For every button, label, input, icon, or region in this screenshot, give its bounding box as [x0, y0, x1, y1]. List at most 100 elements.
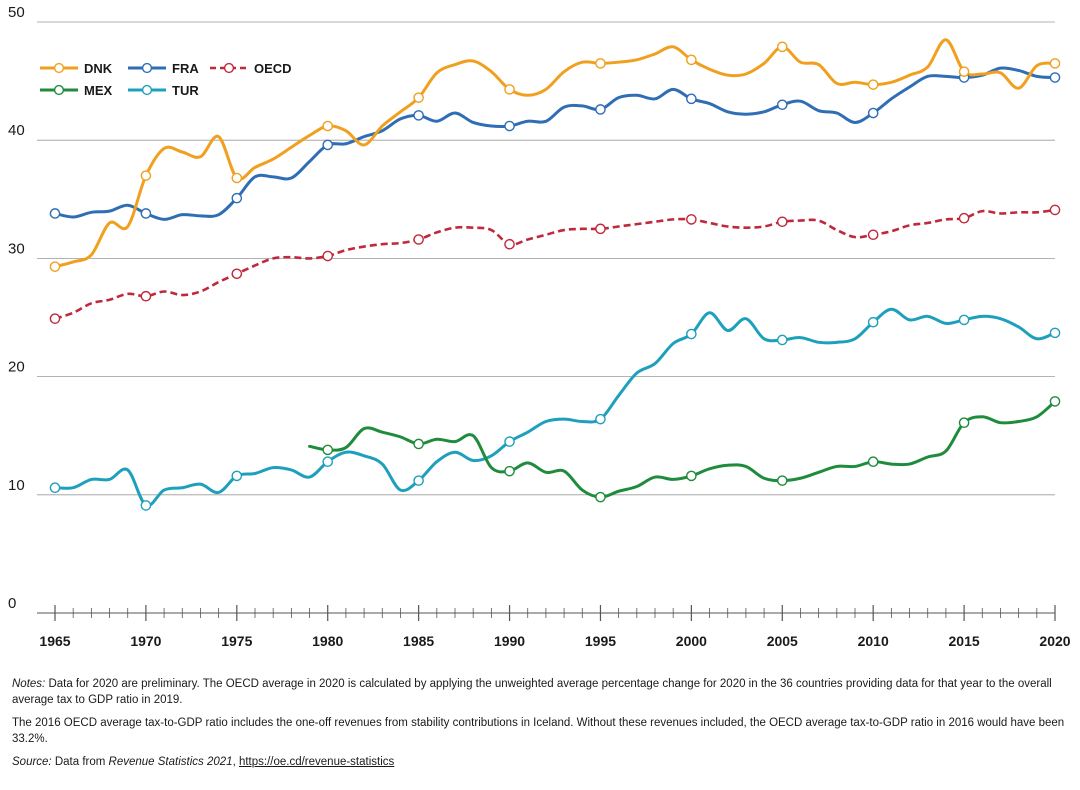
data-point-tur-1980: [322, 456, 334, 468]
legend-label-oecd: OECD: [254, 61, 292, 76]
y-tick-label-50: 50: [8, 4, 25, 21]
data-point-mex-2020: [1049, 396, 1061, 407]
data-point-oecd-2010: [867, 229, 879, 241]
notes-section: Notes: Data for 2020 are preliminary. Th…: [12, 676, 1070, 777]
data-point-tur-2005: [776, 334, 788, 346]
x-tick-label-1975: 1975: [221, 633, 252, 649]
data-point-oecd-1975: [231, 268, 243, 280]
series-line-dnk: [53, 38, 1057, 269]
gridlines: [37, 21, 1055, 496]
series-line-mex: [308, 399, 1057, 499]
data-point-mex-2010: [867, 456, 879, 468]
data-point-dnk-1965: [49, 261, 61, 272]
x-tick-label-1995: 1995: [585, 633, 616, 649]
data-point-fra-1990: [504, 120, 515, 132]
x-tick-label-1980: 1980: [312, 633, 343, 649]
y-axis: 0 10 20 30 40 50: [8, 4, 25, 612]
data-point-oecd-2015: [958, 212, 970, 224]
data-point-tur-1985: [413, 475, 424, 486]
data-point-tur-2000: [686, 328, 697, 340]
data-point-dnk-1990: [504, 84, 515, 95]
notes-text: Data for 2020 are preliminary. The OECD …: [12, 678, 1052, 706]
legend-marker-tur: [141, 84, 153, 96]
data-point-oecd-1990: [504, 238, 515, 250]
data-point-fra-1975: [231, 192, 243, 204]
legend-marker-dnk: [53, 62, 65, 74]
line-chart: 0 10 20 30 40 50 1965 1970 1975 1980 1985 1990 1995…: [8, 4, 1071, 649]
data-point-mex-2000: [686, 470, 697, 482]
series-line-oecd: [54, 208, 1056, 320]
y-tick-label-10: 10: [8, 477, 25, 494]
data-point-fra-1970: [140, 208, 152, 219]
data-point-tur-2010: [867, 316, 879, 328]
x-tick-label-2020: 2020: [1039, 633, 1070, 649]
legend-marker-mex: [53, 84, 65, 96]
data-point-fra-1965: [49, 208, 61, 219]
data-point-fra-2000: [686, 93, 697, 105]
legend-label-fra: FRA: [172, 61, 199, 76]
legend-item-fra: FRA: [128, 61, 199, 76]
data-point-mex-1980: [322, 444, 334, 456]
data-point-mex-2005: [776, 475, 788, 486]
data-point-fra-2005: [776, 99, 788, 111]
data-point-oecd-1965: [49, 313, 61, 324]
data-point-dnk-2015: [958, 66, 970, 77]
legend-label-tur: TUR: [172, 83, 199, 98]
legend-marker-fra: [141, 62, 153, 74]
legend-label-mex: MEX: [84, 83, 113, 98]
source-paragraph: Source: Data from Revenue Statistics 202…: [12, 754, 1070, 770]
data-point-tur-1965: [49, 482, 61, 494]
legend-label-dnk: DNK: [84, 61, 113, 76]
legend-marker-oecd: [223, 62, 235, 74]
series-lines: [53, 38, 1057, 508]
source-prefix: Data from: [51, 756, 109, 768]
data-point-fra-1980: [322, 139, 334, 151]
x-tick-label-1990: 1990: [494, 633, 525, 649]
y-tick-label-40: 40: [8, 122, 25, 139]
source-link[interactable]: https://oe.cd/revenue-statistics: [238, 756, 395, 768]
data-point-oecd-2020: [1049, 204, 1061, 216]
data-point-mex-1985: [413, 438, 424, 450]
data-point-dnk-2000: [686, 54, 697, 66]
x-tick-label-2015: 2015: [949, 633, 980, 649]
data-point-dnk-1970: [140, 170, 152, 181]
x-tick-label-2005: 2005: [767, 633, 798, 649]
data-point-dnk-2010: [867, 79, 879, 90]
notes-label: Notes:: [12, 678, 46, 690]
data-point-dnk-1980: [322, 120, 334, 132]
x-axis: 1965 1970 1975 1980 1985 1990 1995 2000 2005 2010…: [37, 605, 1071, 649]
data-point-fra-1985: [413, 110, 424, 121]
data-point-oecd-2005: [776, 216, 788, 228]
y-tick-label-0: 0: [8, 595, 16, 612]
data-point-tur-2020: [1049, 327, 1061, 339]
data-point-oecd-1985: [413, 234, 424, 245]
source-separator: ,: [232, 756, 239, 768]
legend-item-dnk: DNK: [40, 61, 113, 76]
data-point-fra-1995: [595, 104, 606, 115]
series-line-fra: [53, 66, 1057, 221]
data-point-oecd-2000: [686, 214, 697, 225]
data-point-tur-1975: [231, 470, 243, 482]
legend-item-oecd: OECD: [210, 61, 292, 76]
data-point-tur-2015: [958, 314, 970, 326]
data-point-dnk-1985: [413, 92, 424, 103]
source-title: Revenue Statistics 2021: [108, 756, 233, 768]
data-point-oecd-1970: [140, 290, 152, 302]
data-point-tur-1990: [504, 436, 515, 447]
series-markers: [49, 41, 1061, 511]
legend-item-tur: TUR: [128, 83, 199, 98]
data-point-dnk-2005: [776, 41, 788, 53]
data-point-tur-1970: [140, 500, 152, 511]
data-point-dnk-1975: [231, 172, 243, 184]
x-tick-label-1985: 1985: [403, 633, 434, 649]
data-point-dnk-1995: [595, 58, 606, 69]
x-tick-label-2000: 2000: [676, 633, 707, 649]
y-tick-label-20: 20: [8, 359, 25, 376]
data-point-oecd-1995: [595, 223, 606, 235]
source-label: Source:: [12, 756, 52, 768]
data-point-tur-1995: [595, 413, 606, 425]
legend-item-mex: MEX: [40, 83, 113, 98]
note-iceland: The 2016 OECD average tax-to-GDP ratio i…: [12, 717, 1065, 745]
legend: DNK FRA OECD MEX TUR: [40, 61, 292, 98]
x-tick-label-1965: 1965: [39, 633, 70, 649]
